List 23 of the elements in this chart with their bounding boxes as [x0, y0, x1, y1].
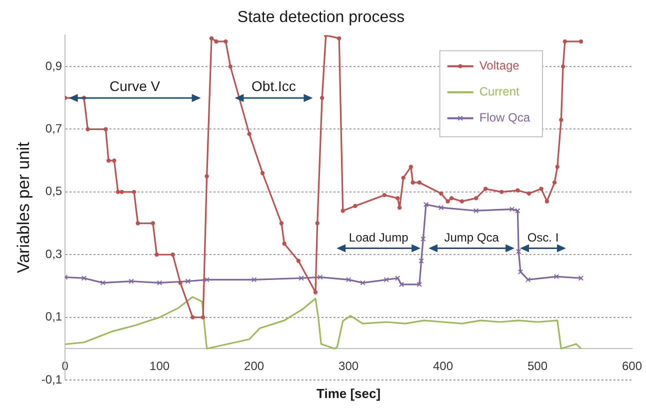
x-tick-label: 400	[433, 359, 454, 374]
annotation: Obt.Icc	[252, 78, 296, 94]
chart-title: State detection process	[237, 9, 405, 26]
y-tick-label: 0,1	[45, 310, 62, 324]
x-tick-label: 500	[527, 359, 548, 374]
x-tick-label: 300	[338, 359, 359, 374]
annotation: Curve V	[110, 78, 161, 94]
x-tick-label: 600	[622, 359, 642, 374]
legend-label: Flow Qca	[479, 110, 530, 125]
y-tick-label: -0,1	[41, 372, 62, 386]
y-tick-label: 0,5	[45, 184, 62, 198]
y-tick-label: 0,3	[45, 246, 62, 261]
y-axis-title: Variables per unit	[14, 142, 33, 274]
legend-label: Current	[479, 84, 520, 99]
x-axis-title: Time [sec]	[316, 386, 381, 402]
x-tick-label: 100	[150, 359, 170, 374]
y-tick-label: 0,9	[45, 58, 62, 73]
annotation: Jump Qca	[444, 230, 500, 245]
annotation: Load Jump	[348, 230, 409, 245]
legend-label: Voltage	[479, 58, 520, 73]
y-tick-label: 0,7	[45, 122, 62, 136]
x-tick-label: 200	[244, 359, 264, 374]
annotation: Osc. I	[527, 230, 559, 245]
